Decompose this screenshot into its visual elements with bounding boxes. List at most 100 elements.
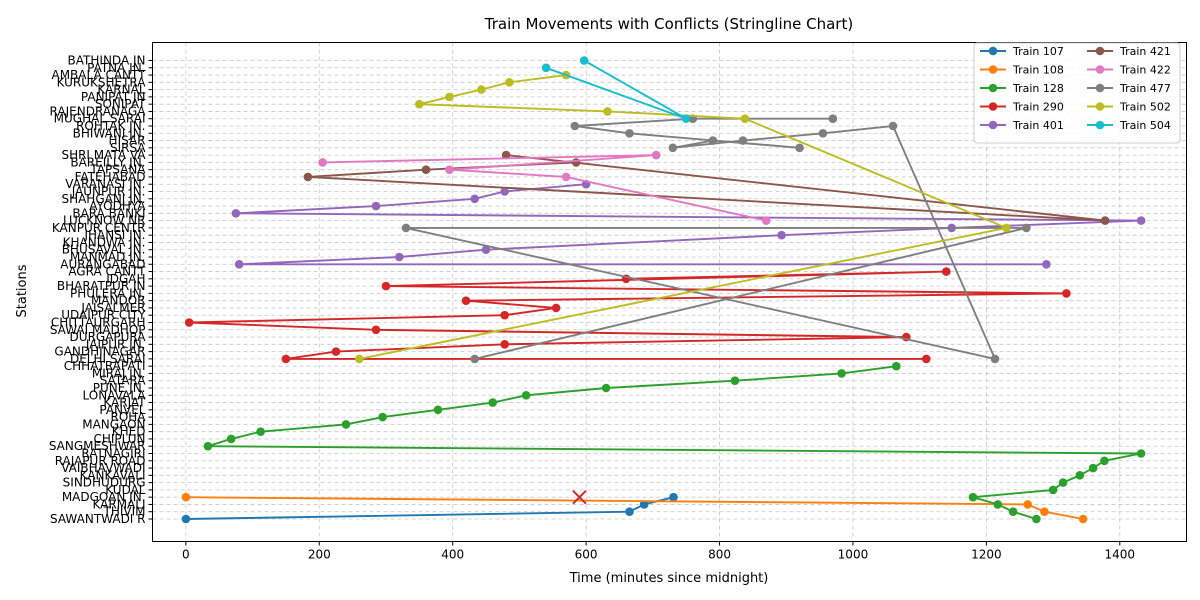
series-train-401: [231, 179, 1146, 269]
legend-entry: Train 421: [1087, 45, 1171, 58]
legend-marker: [988, 83, 998, 93]
legend-label: Train 290: [1012, 101, 1064, 114]
legend-label: Train 422: [1119, 64, 1171, 77]
series-line: [185, 496, 1084, 520]
legend-label: Train 128: [1012, 82, 1064, 95]
series-line: [207, 365, 1142, 520]
data-point: [570, 121, 580, 131]
station-label: PANIPAT JN: [81, 90, 146, 104]
conflict-x-stroke: [572, 489, 587, 505]
data-point: [942, 267, 951, 276]
x-axis-ticks: 0 200 400 600 800 1000 1200 1400: [182, 541, 1135, 562]
station-label: MANGAON: [82, 417, 145, 431]
data-point: [1062, 289, 1071, 298]
station-label: JAISALMER: [80, 301, 145, 315]
station-label: THIVIM: [103, 505, 146, 519]
station-label: KARJAT: [103, 396, 146, 410]
station-label: AURANGABAD: [60, 257, 145, 271]
data-point: [603, 107, 612, 116]
station-label: ROHA: [110, 410, 146, 424]
x-tick-label: 800: [708, 548, 731, 562]
data-point: [281, 354, 291, 364]
legend-entry: Train 502: [1087, 101, 1171, 114]
station-label: BAREILLY JN.: [70, 155, 145, 169]
legend-entry: Train 107: [980, 45, 1064, 58]
x-tick-label: 200: [308, 548, 331, 562]
data-point: [500, 187, 510, 196]
data-point: [579, 56, 589, 65]
station-label: SATARA: [100, 374, 147, 388]
y-axis-label: Stations: [15, 264, 30, 317]
legend-entry: Train 290: [980, 101, 1064, 114]
station-label: UDAIPUR CITY: [61, 308, 146, 322]
data-point: [481, 245, 491, 254]
station-label: BHIWANI JN.: [73, 126, 146, 140]
data-point: [521, 391, 531, 400]
station-label: TAPSANA: [89, 163, 146, 177]
legend-entry: Train 401: [980, 119, 1064, 132]
data-point: [639, 500, 649, 509]
station-label: KANKAVALI: [80, 468, 146, 482]
data-point: [922, 354, 931, 364]
data-point: [1075, 471, 1085, 480]
legend-entry: Train 422: [1087, 64, 1171, 77]
x-tick-label: 0: [182, 548, 190, 562]
station-label: SONIPAT: [95, 97, 146, 111]
data-point: [1042, 260, 1051, 269]
station-label: BATHINDA JN: [68, 54, 146, 68]
data-point: [888, 121, 898, 131]
station-label: KARNAL: [97, 83, 145, 97]
data-point: [708, 136, 718, 145]
data-point: [378, 412, 387, 422]
data-point: [777, 230, 786, 240]
station-label: CHIPLUN: [93, 432, 145, 446]
station-label: MADGOAN JN.: [62, 490, 146, 504]
data-point: [371, 325, 381, 335]
legend-label: Train 502: [1119, 101, 1171, 114]
series-train-421: [303, 150, 1110, 225]
legend-entry: Train 108: [980, 64, 1064, 77]
station-label: KHED: [112, 425, 146, 439]
data-point: [445, 165, 454, 174]
station-label: VAIBHAVWADI: [61, 461, 145, 475]
data-point: [184, 318, 194, 327]
legend-marker: [1095, 83, 1105, 93]
data-point: [303, 172, 313, 182]
data-point: [445, 92, 454, 102]
legend-label: Train 401: [1012, 119, 1064, 132]
data-point: [395, 252, 404, 262]
series-line: [405, 117, 1027, 361]
data-point: [968, 492, 978, 502]
station-label: AMBALA CANTT: [51, 68, 146, 82]
station-label: AGRA CANTT: [68, 265, 146, 279]
data-point: [738, 136, 748, 145]
station-label: GANDHINAGAR: [54, 345, 145, 359]
data-point: [837, 369, 846, 378]
plot-frame: [152, 42, 1187, 542]
data-point: [1008, 507, 1018, 516]
data-point: [256, 427, 265, 437]
data-point: [730, 376, 740, 386]
station-label: LUCKNOW NR: [63, 214, 146, 228]
station-label: SAWANTWADI R: [50, 512, 145, 526]
data-point: [1022, 223, 1031, 233]
data-point: [234, 260, 244, 269]
data-point: [1058, 478, 1068, 487]
data-point: [1002, 223, 1011, 233]
data-point: [501, 150, 511, 160]
data-point: [740, 114, 750, 123]
station-label: MANMAD JN.: [70, 250, 146, 264]
station-label: PATNA JN.: [87, 61, 145, 75]
station-label: SAWAI MADHOP: [50, 323, 146, 337]
x-tick-label: 1200: [971, 548, 1002, 562]
station-label: FATEHABAD: [75, 170, 146, 184]
series-train-504: [541, 56, 691, 123]
data-point: [761, 216, 771, 225]
data-point: [1088, 463, 1098, 473]
legend-marker: [1095, 102, 1105, 111]
station-label: SANGMESHWAR: [49, 439, 146, 453]
station-label: BHARATPUR JN: [57, 279, 146, 293]
data-point: [571, 158, 581, 167]
x-axis-label: Time (minutes since midnight): [569, 571, 769, 586]
